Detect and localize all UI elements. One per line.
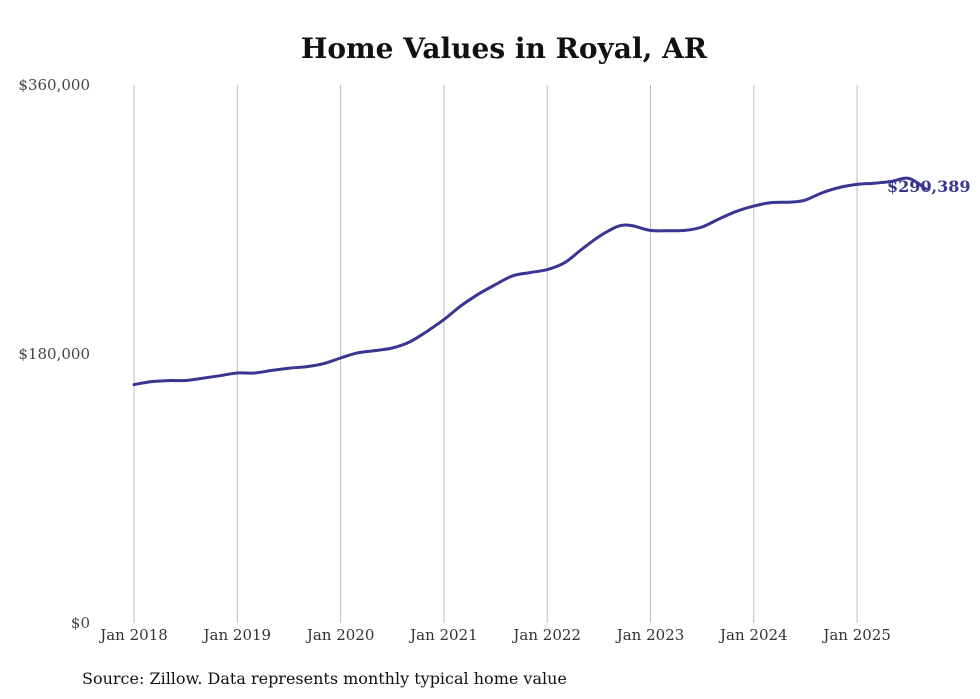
end-value-label: $290,389 bbox=[887, 177, 971, 196]
x-tick-label: Jan 2022 bbox=[511, 626, 581, 644]
chart-title: Home Values in Royal, AR bbox=[301, 32, 708, 65]
x-tick-label: Jan 2023 bbox=[615, 626, 685, 644]
x-tick-label: Jan 2025 bbox=[821, 626, 891, 644]
x-tick-label: Jan 2021 bbox=[408, 626, 478, 644]
gridlines bbox=[133, 85, 858, 623]
x-tick-label: Jan 2019 bbox=[202, 626, 272, 644]
x-axis-ticks: Jan 2018 Jan 2019 Jan 2020 Jan 2021 Jan 2022… bbox=[98, 626, 891, 644]
x-tick-label: Jan 2020 bbox=[305, 626, 375, 644]
y-tick-label: $360,000 bbox=[18, 76, 90, 94]
y-tick-label: $180,000 bbox=[18, 345, 90, 363]
series-line bbox=[132, 176, 928, 387]
y-tick-label: $0 bbox=[71, 614, 90, 632]
x-tick-label: Jan 2018 bbox=[98, 626, 168, 644]
source-note: Source: Zillow. Data represents monthly … bbox=[82, 669, 567, 688]
y-axis-ticks: $0 $180,000 $360,000 bbox=[18, 76, 90, 632]
x-tick-label: Jan 2024 bbox=[718, 626, 788, 644]
